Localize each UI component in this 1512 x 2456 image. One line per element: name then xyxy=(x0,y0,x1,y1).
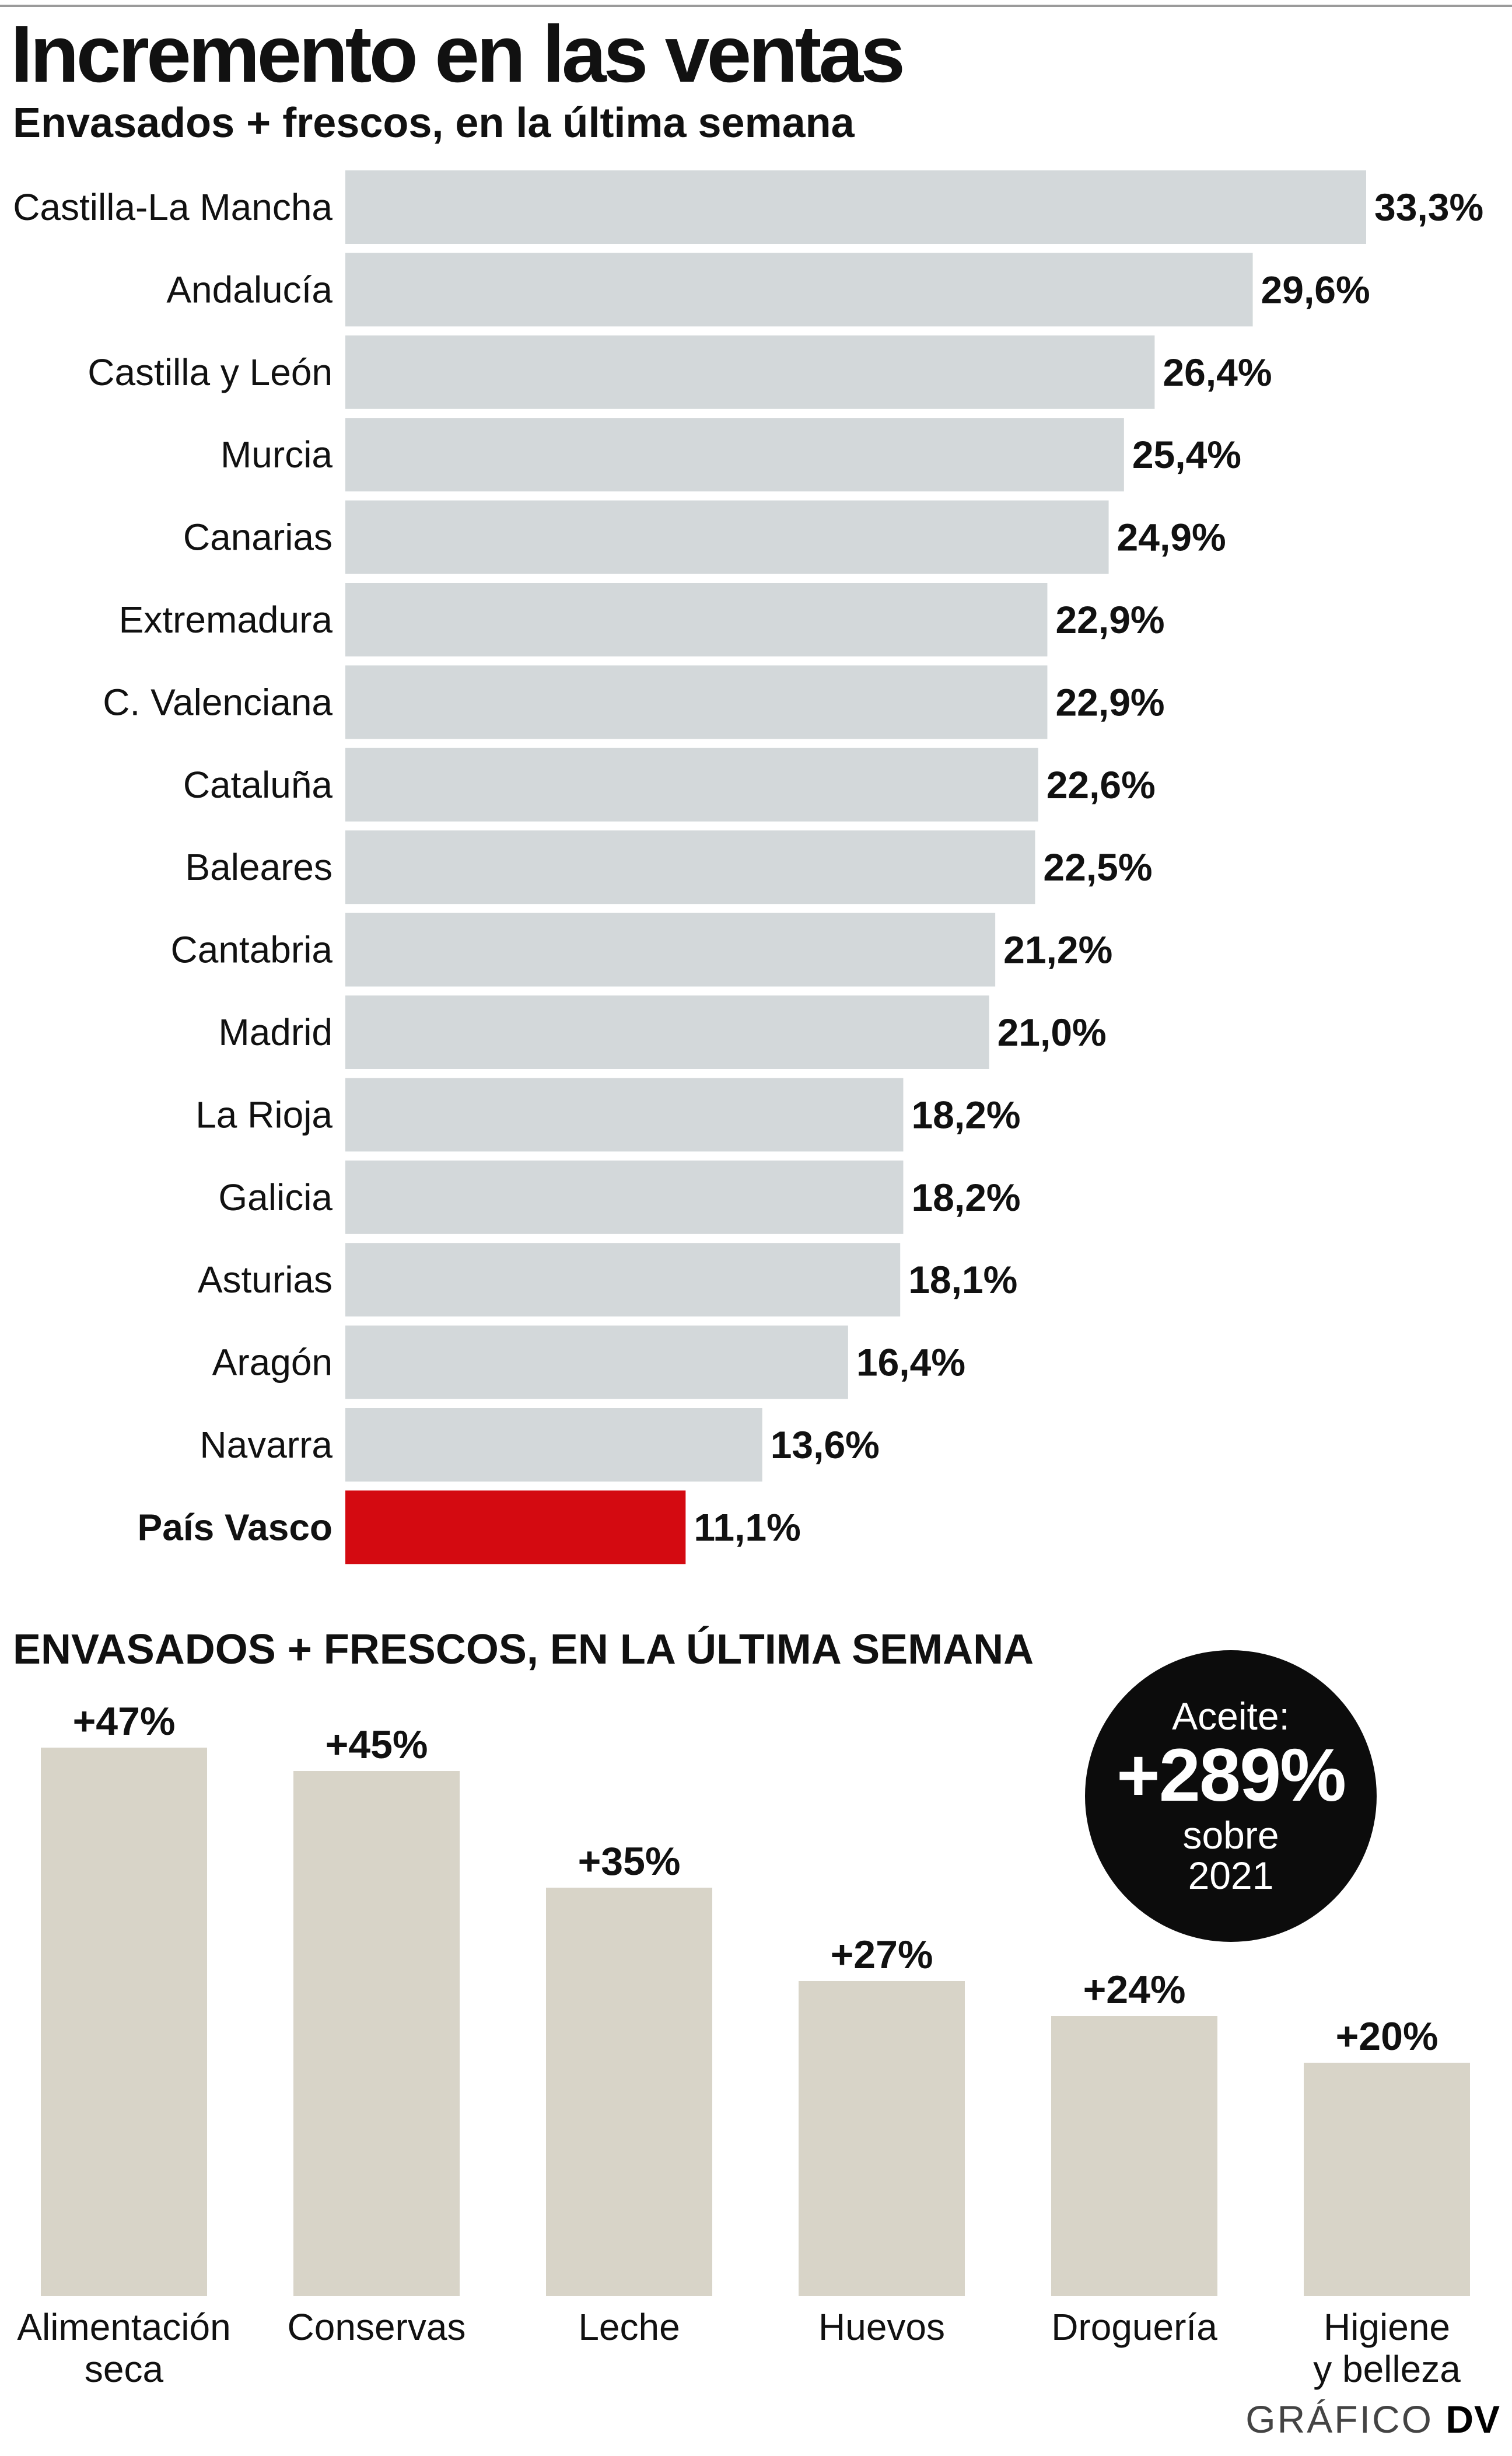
product-bar xyxy=(293,1771,460,2296)
region-label: Castilla-La Mancha xyxy=(13,186,332,228)
product-category-label: Conservas xyxy=(288,2306,466,2348)
product-bar xyxy=(1051,2016,1217,2296)
credit-brand: DV xyxy=(1446,2398,1500,2441)
region-value-label: 22,9% xyxy=(1055,598,1164,641)
region-label: Madrid xyxy=(218,1011,332,1053)
graphic-credit: GRÁFICO DV xyxy=(1245,2397,1500,2441)
aceite-note: sobre 2021 xyxy=(1182,1813,1279,1897)
region-label: País Vasco xyxy=(138,1506,332,1548)
region-label: C. Valenciana xyxy=(103,681,332,723)
region-value-label: 29,6% xyxy=(1261,268,1370,311)
product-category-label: Higiene xyxy=(1324,2306,1450,2348)
product-category-label: Leche xyxy=(578,2306,680,2348)
region-value-label: 18,2% xyxy=(911,1176,1020,1219)
region-value-label: 22,6% xyxy=(1046,763,1156,806)
region-value-label: 16,4% xyxy=(856,1341,965,1384)
aceite-label: Aceite: xyxy=(1172,1694,1290,1738)
product-category-label: y belleza xyxy=(1313,2348,1461,2390)
region-value-label: 18,2% xyxy=(911,1093,1020,1136)
region-value-label: 24,9% xyxy=(1117,516,1226,559)
region-value-label: 11,1% xyxy=(694,1505,801,1549)
region-bar xyxy=(345,747,1038,822)
region-value-label: 22,5% xyxy=(1043,846,1152,889)
region-label: Cataluña xyxy=(183,764,333,806)
region-value-label: 25,4% xyxy=(1132,433,1241,476)
product-bar xyxy=(799,1981,965,2296)
region-value-label: 21,0% xyxy=(998,1011,1107,1054)
top-rule xyxy=(0,5,1512,7)
region-bar xyxy=(345,1078,904,1152)
region-label: Aragón xyxy=(212,1341,332,1384)
product-category-label: Droguería xyxy=(1051,2306,1217,2348)
product-value-label: +35% xyxy=(578,1839,681,1884)
region-label: Castilla y León xyxy=(88,351,332,393)
region-bar xyxy=(345,418,1124,492)
region-value-label: 13,6% xyxy=(771,1423,880,1466)
product-value-label: +45% xyxy=(326,1723,428,1767)
region-label: Baleares xyxy=(185,846,332,888)
region-bar xyxy=(345,1325,848,1399)
product-category-label: Huevos xyxy=(818,2306,945,2348)
region-bar xyxy=(345,1243,901,1317)
region-bar xyxy=(345,335,1155,409)
region-bar xyxy=(345,995,989,1069)
region-value-label: 26,4% xyxy=(1163,351,1272,394)
region-label: Extremadura xyxy=(119,599,333,641)
product-value-label: +27% xyxy=(831,1933,933,1977)
region-label: Canarias xyxy=(183,516,332,558)
chart-subtitle: Envasados + frescos, en la última semana xyxy=(13,100,855,146)
region-bar-chart: Castilla-La Mancha 33,3% Andalucía 29,6% Cas… xyxy=(13,170,1483,1564)
region-bar xyxy=(345,1490,686,1564)
region-bar xyxy=(345,1408,762,1482)
product-category-label: seca xyxy=(85,2348,164,2390)
region-bar xyxy=(345,253,1253,327)
region-label: Asturias xyxy=(198,1259,332,1301)
region-bar xyxy=(345,583,1048,656)
credit-prefix: GRÁFICO xyxy=(1245,2398,1433,2441)
product-value-label: +24% xyxy=(1083,1968,1186,2012)
region-value-label: 18,1% xyxy=(908,1258,1017,1301)
product-category-label: Alimentación xyxy=(17,2306,230,2348)
region-label: Navarra xyxy=(200,1424,332,1466)
product-bar xyxy=(1304,2063,1470,2296)
region-bar xyxy=(345,830,1035,904)
product-bar xyxy=(546,1888,712,2296)
section-title: ENVASADOS + FRESCOS, EN LA ÚLTIMA SEMANA xyxy=(13,1626,1034,1673)
region-bar xyxy=(345,1160,904,1234)
region-value-label: 21,2% xyxy=(1003,928,1112,972)
product-value-label: +20% xyxy=(1336,2014,1438,2059)
region-bar xyxy=(345,170,1366,244)
aceite-value: +289% xyxy=(1116,1734,1346,1818)
region-bar xyxy=(345,665,1048,739)
region-value-label: 33,3% xyxy=(1374,186,1483,229)
region-label: Galicia xyxy=(218,1176,332,1218)
region-label: La Rioja xyxy=(195,1094,332,1136)
region-label: Cantabria xyxy=(171,929,333,971)
aceite-highlight-badge: Aceite: +289% sobre 2021 xyxy=(1085,1650,1377,1942)
region-label: Murcia xyxy=(220,434,332,476)
product-bar xyxy=(41,1748,207,2296)
product-value-label: +47% xyxy=(73,1699,176,1744)
chart-title: Incremento en las ventas xyxy=(10,9,905,99)
region-bar xyxy=(345,913,996,987)
region-label: Andalucía xyxy=(166,268,332,310)
region-bar xyxy=(345,500,1109,574)
region-value-label: 22,9% xyxy=(1055,680,1164,724)
